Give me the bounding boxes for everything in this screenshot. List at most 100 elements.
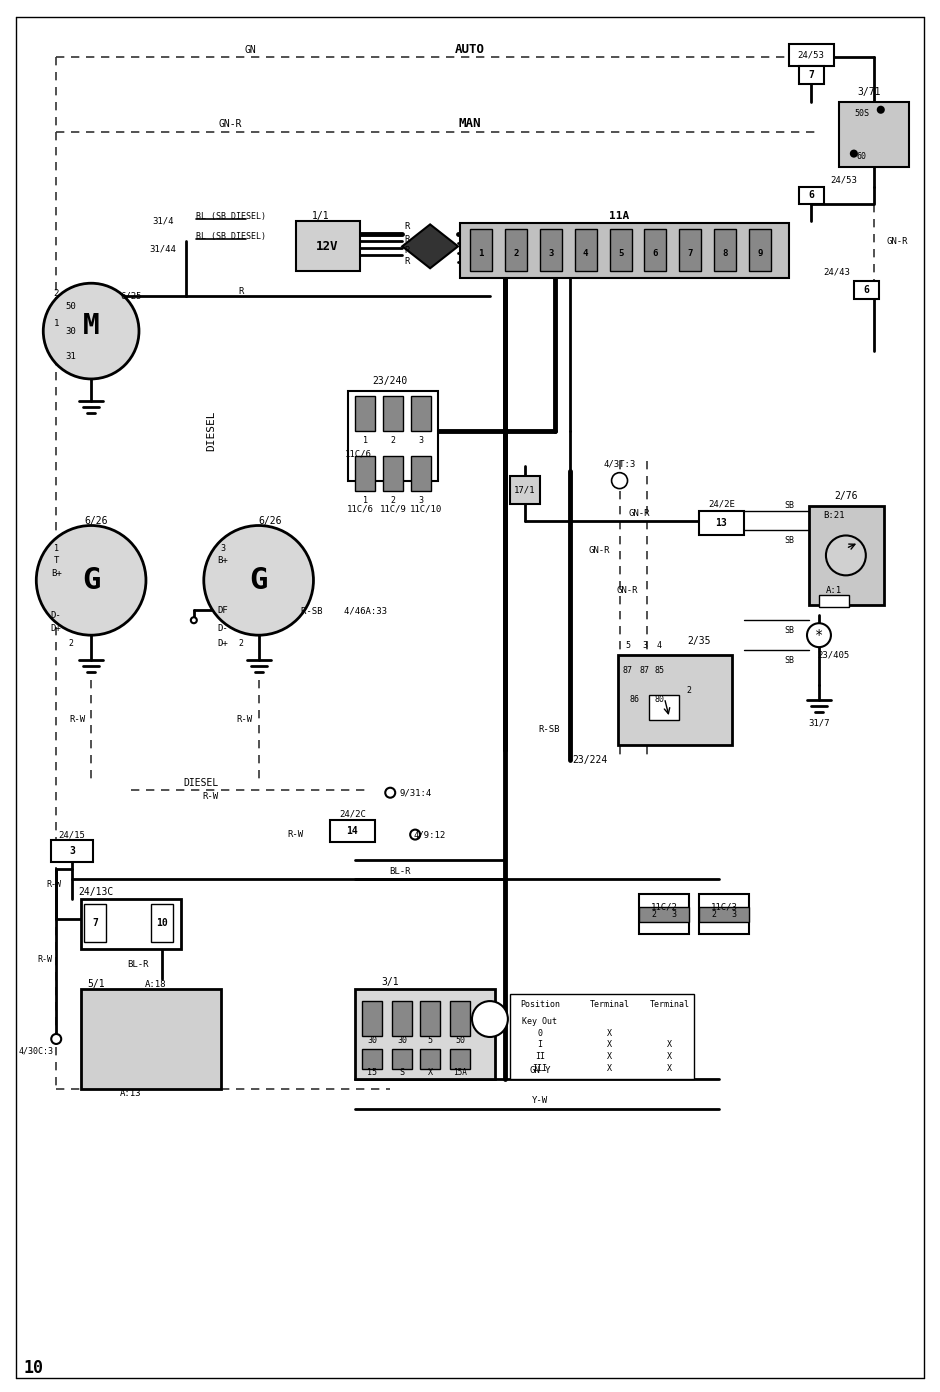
Text: 50S: 50S: [854, 109, 870, 118]
Text: T: T: [54, 555, 59, 565]
Text: I: I: [538, 1040, 542, 1050]
Text: GN-Y: GN-Y: [529, 1066, 551, 1076]
Text: 2: 2: [54, 288, 59, 298]
Bar: [411, 395, 431, 430]
Text: 11C/3: 11C/3: [711, 903, 738, 912]
Text: R: R: [238, 287, 243, 295]
Text: 12V: 12V: [316, 239, 338, 253]
Text: 4: 4: [657, 640, 662, 650]
Text: 6/25: 6/25: [120, 292, 142, 301]
Text: 8: 8: [723, 249, 728, 258]
Text: 24/2E: 24/2E: [708, 500, 735, 508]
Text: 4: 4: [583, 249, 588, 258]
Text: G: G: [82, 565, 101, 594]
Circle shape: [37, 526, 146, 635]
Text: 24/53: 24/53: [797, 50, 824, 60]
Bar: [470, 230, 492, 271]
Circle shape: [204, 526, 313, 635]
Text: 2: 2: [69, 639, 73, 647]
Text: 5: 5: [625, 640, 630, 650]
Text: BL-R: BL-R: [389, 867, 411, 876]
Text: 60: 60: [857, 152, 867, 161]
Text: 11C/9: 11C/9: [380, 504, 407, 514]
Bar: [362, 1001, 383, 1036]
Bar: [838, 102, 909, 167]
Text: 2   3: 2 3: [712, 910, 737, 919]
Bar: [411, 455, 431, 490]
Text: 5/1: 5/1: [87, 979, 105, 990]
Bar: [714, 230, 736, 271]
Text: D+: D+: [51, 624, 62, 633]
Text: GN-R: GN-R: [219, 118, 243, 128]
Text: 4/30C:3: 4/30C:3: [19, 1047, 54, 1055]
Text: 9/31:4: 9/31:4: [400, 788, 431, 798]
Text: 6: 6: [652, 249, 658, 258]
Text: 7: 7: [688, 249, 693, 258]
Bar: [650, 695, 680, 720]
Text: 1/1: 1/1: [312, 212, 329, 221]
Text: DIESEL: DIESEL: [206, 411, 216, 451]
Text: 11A: 11A: [609, 212, 630, 221]
Text: 23/405: 23/405: [818, 650, 850, 660]
Text: 87: 87: [639, 665, 650, 675]
Bar: [799, 65, 824, 84]
Text: SB: SB: [784, 656, 794, 664]
Text: 6/26: 6/26: [258, 515, 282, 526]
Text: Y-W: Y-W: [532, 1097, 548, 1105]
Text: 31/4: 31/4: [152, 217, 174, 226]
Text: 11C/6: 11C/6: [345, 450, 371, 458]
Text: X: X: [666, 1040, 672, 1050]
Text: 87: 87: [622, 665, 633, 675]
Text: 7: 7: [92, 919, 98, 928]
Circle shape: [43, 283, 139, 379]
Text: X: X: [666, 1052, 672, 1062]
Bar: [81, 990, 221, 1089]
Circle shape: [807, 624, 831, 647]
Text: 24/13C: 24/13C: [78, 888, 114, 898]
Text: 2: 2: [687, 685, 692, 695]
Text: SB: SB: [784, 536, 794, 544]
Bar: [420, 1050, 440, 1069]
Text: 31/44: 31/44: [149, 245, 177, 253]
Text: B+: B+: [51, 569, 62, 578]
Text: X: X: [607, 1029, 612, 1037]
Bar: [81, 899, 180, 949]
Text: 31: 31: [66, 352, 76, 361]
Text: 2: 2: [391, 436, 396, 445]
Bar: [52, 839, 93, 862]
Bar: [392, 1050, 412, 1069]
Text: 2/76: 2/76: [834, 490, 857, 501]
Bar: [384, 395, 403, 430]
Text: 15: 15: [368, 1069, 377, 1077]
Text: 2: 2: [391, 496, 396, 505]
Text: 0: 0: [538, 1029, 542, 1037]
Text: 1: 1: [363, 496, 368, 505]
Text: 10: 10: [24, 1359, 43, 1377]
Text: 6: 6: [863, 285, 869, 295]
Text: S: S: [400, 1069, 405, 1077]
Text: 13: 13: [715, 518, 728, 528]
Text: 6: 6: [808, 191, 814, 200]
Bar: [355, 395, 375, 430]
Text: 3/1: 3/1: [382, 977, 400, 987]
Text: GN-R: GN-R: [629, 509, 650, 518]
Text: R-W: R-W: [70, 715, 86, 724]
Text: 30: 30: [66, 327, 76, 335]
Text: 7: 7: [808, 70, 814, 79]
Bar: [540, 230, 562, 271]
Text: B+: B+: [217, 555, 228, 565]
Text: 30: 30: [398, 1037, 407, 1045]
Text: 1: 1: [363, 436, 368, 445]
Text: R-SB    4/46A:33: R-SB 4/46A:33: [301, 607, 386, 615]
Text: X: X: [428, 1069, 432, 1077]
Bar: [85, 905, 106, 942]
Bar: [618, 656, 732, 745]
Circle shape: [52, 1034, 61, 1044]
Bar: [355, 455, 375, 490]
Text: 2: 2: [513, 249, 519, 258]
Circle shape: [385, 788, 395, 798]
Bar: [505, 230, 526, 271]
Text: 6/26: 6/26: [85, 515, 108, 526]
Text: B:21: B:21: [823, 511, 845, 521]
Text: 30: 30: [368, 1037, 377, 1045]
